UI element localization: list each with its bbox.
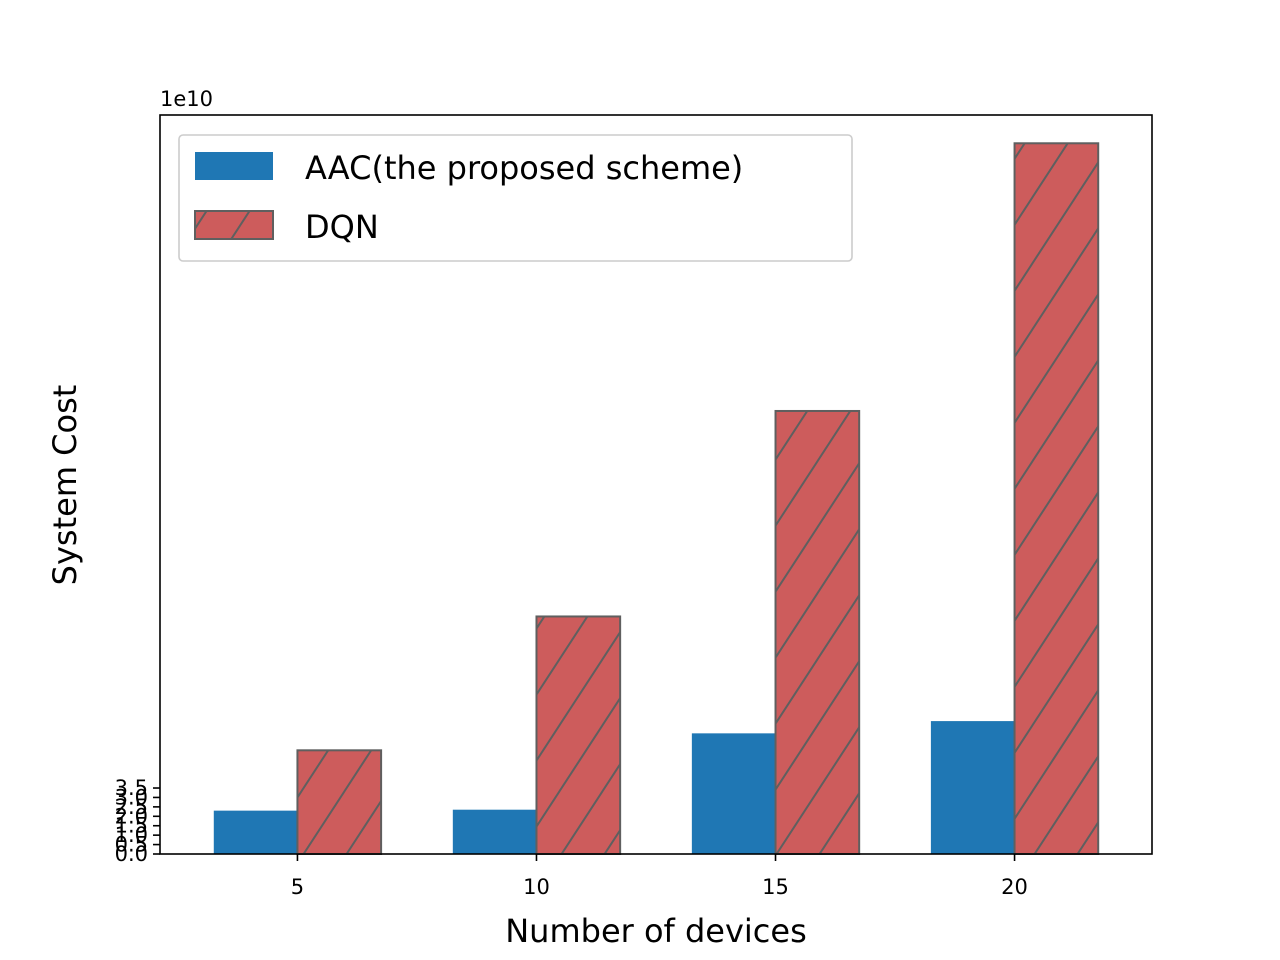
bars-layer: [213, 142, 1100, 856]
y-axis-label: System Cost: [46, 385, 84, 586]
y-offset-label: 1e10: [160, 87, 213, 111]
x-tick-label: 5: [291, 875, 304, 899]
y-tick-label: 2.0: [115, 804, 148, 828]
legend-label-aac: AAC(the proposed scheme): [305, 149, 743, 187]
legend-swatch-aac: [195, 152, 273, 180]
x-tick-label: 20: [1001, 875, 1028, 899]
y-tick-label: 0.0: [115, 842, 148, 866]
bar-hatch-dqn-10: [535, 615, 622, 856]
legend: AAC(the proposed scheme) DQN: [178, 134, 853, 262]
legend-frame: [178, 134, 853, 262]
plot-frame: [159, 114, 1153, 855]
x-axis-label: Number of devices: [505, 912, 807, 950]
y-axis: 0.00.51.01.52.02.53.03.5: [115, 776, 160, 866]
bar-aac-5: [213, 810, 298, 854]
bar-aac-10: [452, 809, 537, 854]
y-tick-label: 0.5: [115, 833, 148, 857]
bar-aac-20: [930, 721, 1015, 854]
bar-hatch-dqn-15: [774, 409, 861, 855]
x-tick-label: 10: [523, 875, 550, 899]
legend-label-dqn: DQN: [305, 208, 379, 246]
legend-swatch-dqn-hatch: [194, 210, 274, 240]
y-tick-label: 3.0: [115, 785, 148, 809]
x-axis: 5 10 15 20: [291, 854, 1028, 899]
bar-hatch-dqn-5: [296, 749, 383, 856]
y-tick-label: 2.5: [115, 795, 148, 819]
y-tick-label: 1.5: [115, 814, 148, 838]
y-tick-label: 1.0: [115, 823, 148, 847]
y-tick-label: 3.5: [115, 776, 148, 800]
bar-aac-15: [691, 733, 776, 854]
x-tick-label: 15: [762, 875, 789, 899]
bar-hatch-dqn-20: [1013, 142, 1100, 855]
